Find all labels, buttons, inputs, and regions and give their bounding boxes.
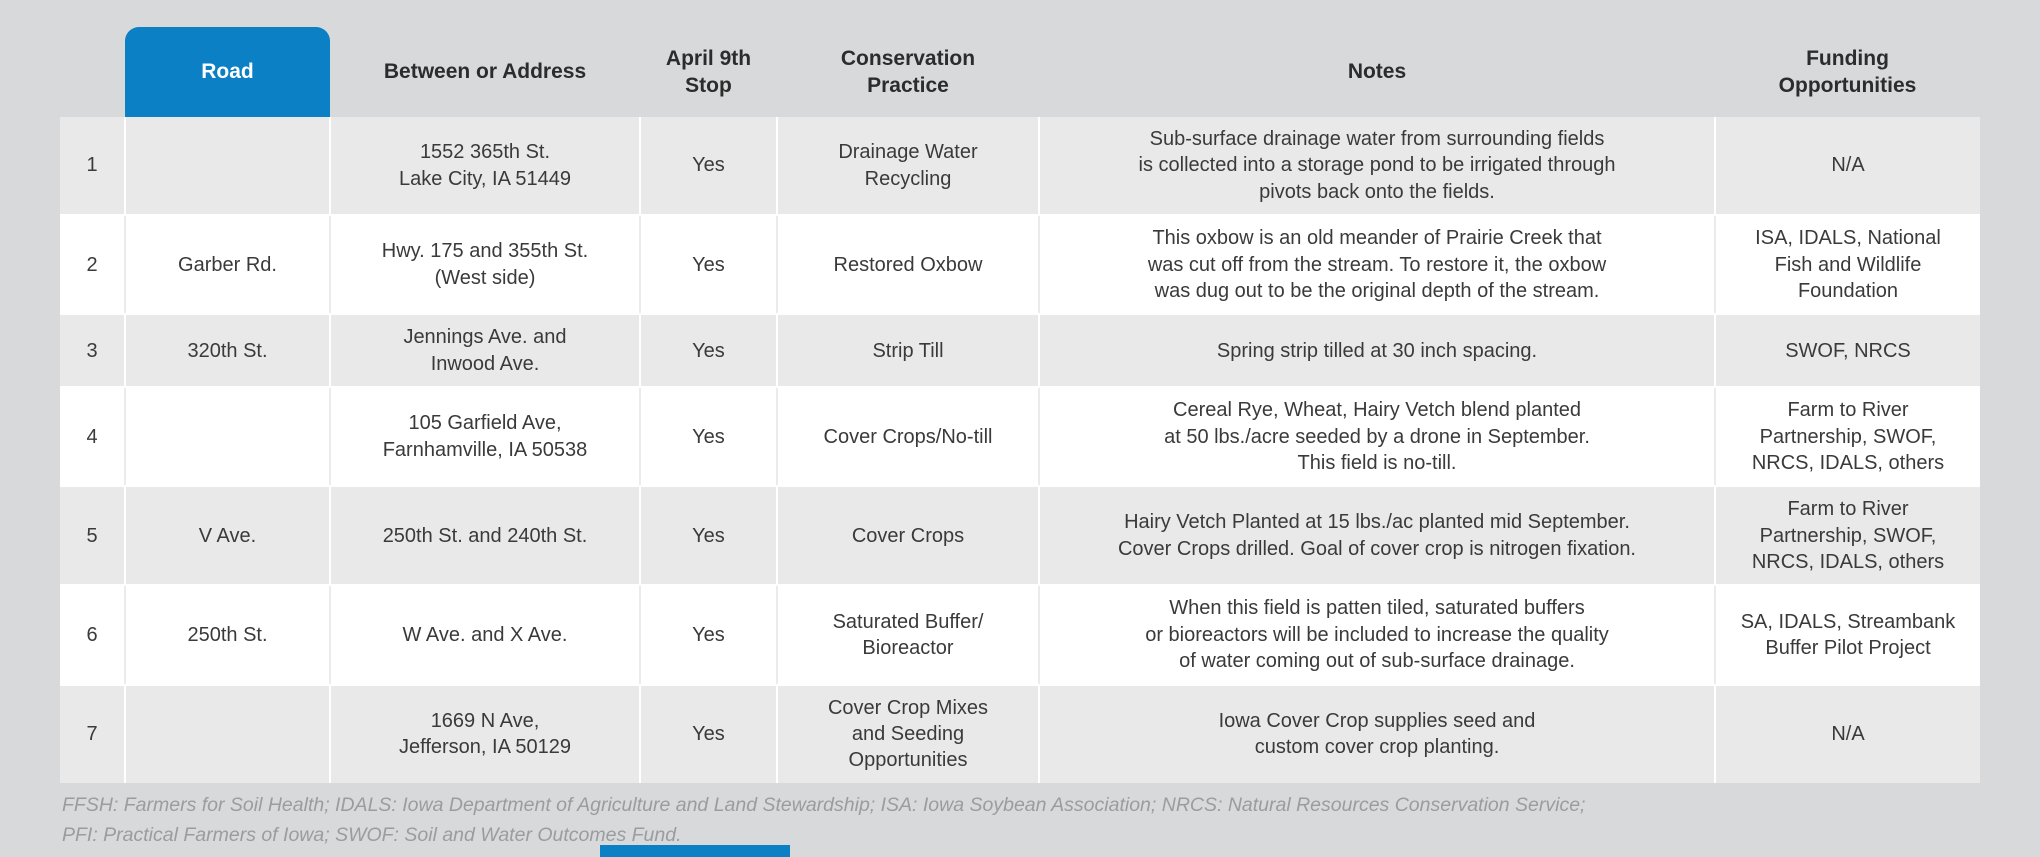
- cell-road: 320th St.: [125, 314, 331, 389]
- cell-funding-opportunities: N/A: [1715, 117, 1980, 217]
- footnote-line-1: FFSH: Farmers for Soil Health; IDALS: Io…: [62, 794, 1586, 816]
- header-funding-opportunities: Funding Opportunities: [1778, 46, 1917, 97]
- cell-between-or-address: 250th St. and 240th St.: [330, 486, 641, 587]
- table-row: 4 105 Garfield Ave, Farnhamville, IA 505…: [60, 387, 1980, 488]
- row-number: 2: [60, 215, 126, 316]
- tab-road[interactable]: Road: [125, 27, 330, 117]
- cell-conservation-practice: Strip Till: [777, 314, 1040, 389]
- road-tab-label: Road: [125, 27, 330, 117]
- header-blank: [60, 27, 125, 117]
- footnote-line-2: PFI: Practical Farmers of Iowa; SWOF: So…: [62, 824, 682, 847]
- bottom-accent-bar: [600, 845, 790, 857]
- cell-conservation-practice: Cover Crops/No-till: [777, 387, 1040, 488]
- row-number: 7: [60, 684, 126, 783]
- table-header: Road Between or Address April 9th Stop C…: [60, 27, 1980, 117]
- header-conservation-practice: Conservation Practice: [840, 46, 976, 97]
- row-number: 6: [60, 585, 126, 686]
- table-row: 1 1552 365th St. Lake City, IA 51449 Yes…: [60, 117, 1980, 217]
- cell-notes: Iowa Cover Crop supplies seed and custom…: [1039, 684, 1716, 783]
- cell-funding-opportunities: SWOF, NRCS: [1715, 314, 1980, 389]
- cell-funding-opportunities: SA, IDALS, Streambank Buffer Pilot Proje…: [1715, 585, 1980, 686]
- row-number: 4: [60, 387, 126, 488]
- abbreviations-footnote: FFSH: Farmers for Soil Health; IDALS: Io…: [62, 790, 1962, 850]
- cell-april-9th-stop: Yes: [640, 117, 778, 217]
- row-number: 3: [60, 314, 126, 389]
- cell-notes: Cereal Rye, Wheat, Hairy Vetch blend pla…: [1039, 387, 1716, 488]
- cell-between-or-address: W Ave. and X Ave.: [330, 585, 641, 686]
- cell-between-or-address: Jennings Ave. and Inwood Ave.: [330, 314, 641, 389]
- cell-notes: When this field is patten tiled, saturat…: [1039, 585, 1716, 686]
- table-row: 5 V Ave. 250th St. and 240th St. Yes Cov…: [60, 486, 1980, 587]
- cell-april-9th-stop: Yes: [640, 585, 778, 686]
- cell-april-9th-stop: Yes: [640, 215, 778, 316]
- cell-april-9th-stop: Yes: [640, 486, 778, 587]
- cell-road: Garber Rd.: [125, 215, 331, 316]
- cell-funding-opportunities: N/A: [1715, 684, 1980, 783]
- cell-conservation-practice: Saturated Buffer/ Bioreactor: [777, 585, 1040, 686]
- cell-conservation-practice: Restored Oxbow: [777, 215, 1040, 316]
- cell-between-or-address: 105 Garfield Ave, Farnhamville, IA 50538: [330, 387, 641, 488]
- cell-road: [125, 387, 331, 488]
- field-day-stops-table: Road Between or Address April 9th Stop C…: [60, 27, 1980, 783]
- cell-funding-opportunities: Farm to River Partnership, SWOF, NRCS, I…: [1715, 486, 1980, 587]
- header-row: Road Between or Address April 9th Stop C…: [60, 27, 1980, 117]
- cell-april-9th-stop: Yes: [640, 387, 778, 488]
- row-number: 1: [60, 117, 126, 217]
- table-row: 2 Garber Rd. Hwy. 175 and 355th St. (Wes…: [60, 215, 1980, 316]
- cell-conservation-practice: Cover Crop Mixes and Seeding Opportuniti…: [777, 684, 1040, 783]
- header-notes: Notes: [1347, 60, 1407, 84]
- cell-conservation-practice: Cover Crops: [777, 486, 1040, 587]
- cell-notes: Hairy Vetch Planted at 15 lbs./ac plante…: [1039, 486, 1716, 587]
- table-row: 3 320th St. Jennings Ave. and Inwood Ave…: [60, 314, 1980, 389]
- header-between-or-address: Between or Address: [383, 60, 587, 84]
- cell-funding-opportunities: Farm to River Partnership, SWOF, NRCS, I…: [1715, 387, 1980, 488]
- field-day-stops-table-wrap: Road Between or Address April 9th Stop C…: [60, 27, 1980, 783]
- cell-notes: Spring strip tilled at 30 inch spacing.: [1039, 314, 1716, 389]
- cell-between-or-address: 1552 365th St. Lake City, IA 51449: [330, 117, 641, 217]
- cell-road: [125, 117, 331, 217]
- header-april-9th-stop: April 9th Stop: [665, 46, 752, 97]
- cell-road: 250th St.: [125, 585, 331, 686]
- cell-notes: Sub-surface drainage water from surround…: [1039, 117, 1716, 217]
- table-row: 7 1669 N Ave, Jefferson, IA 50129 Yes Co…: [60, 684, 1980, 783]
- cell-notes: This oxbow is an old meander of Prairie …: [1039, 215, 1716, 316]
- cell-between-or-address: 1669 N Ave, Jefferson, IA 50129: [330, 684, 641, 783]
- cell-conservation-practice: Drainage Water Recycling: [777, 117, 1040, 217]
- row-number: 5: [60, 486, 126, 587]
- cell-road: V Ave.: [125, 486, 331, 587]
- cell-road: [125, 684, 331, 783]
- cell-april-9th-stop: Yes: [640, 684, 778, 783]
- cell-funding-opportunities: ISA, IDALS, National Fish and Wildlife F…: [1715, 215, 1980, 316]
- table-body: 1 1552 365th St. Lake City, IA 51449 Yes…: [60, 117, 1980, 783]
- cell-april-9th-stop: Yes: [640, 314, 778, 389]
- table-row: 6 250th St. W Ave. and X Ave. Yes Satura…: [60, 585, 1980, 686]
- cell-between-or-address: Hwy. 175 and 355th St. (West side): [330, 215, 641, 316]
